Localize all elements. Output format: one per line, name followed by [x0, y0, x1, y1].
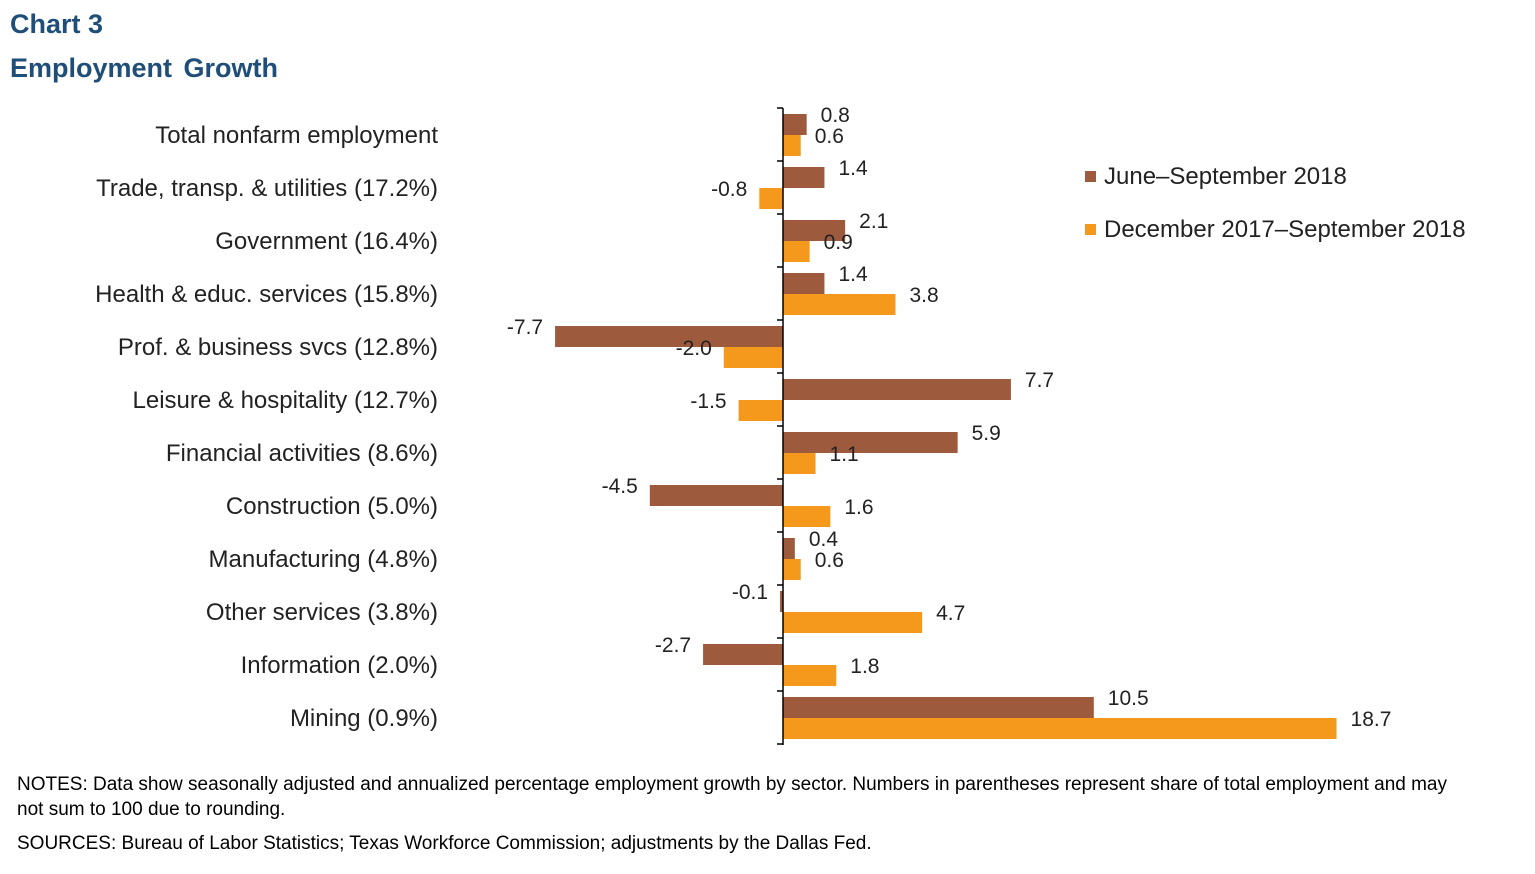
category-label: Total nonfarm employment — [155, 122, 438, 149]
data-label: -0.1 — [732, 581, 768, 604]
category-label: Prof. & business svcs (12.8%) — [118, 334, 438, 361]
bar-jun-sep-2018 — [783, 697, 1094, 718]
bar-jun-sep-2018 — [783, 167, 825, 188]
bar-jun-sep-2018 — [783, 273, 825, 294]
data-label: -1.5 — [690, 390, 726, 413]
axis-group — [777, 107, 784, 745]
bar-dec2017-sep2018 — [783, 665, 837, 686]
bar-dec2017-sep2018 — [783, 453, 816, 474]
data-labels-group: 0.80.61.4-0.82.10.91.43.8-7.7-2.07.7-1.5… — [507, 104, 1392, 731]
bar-dec2017-sep2018 — [783, 559, 801, 580]
legend-label-series-1: June–September 2018 — [1104, 163, 1347, 190]
category-labels-group: Total nonfarm employment Trade, transp. &… — [95, 122, 438, 732]
data-label: 0.8 — [821, 104, 850, 127]
data-label: -2.0 — [676, 337, 712, 360]
data-label: 1.8 — [850, 655, 879, 678]
data-label: 3.8 — [909, 284, 938, 307]
category-label: Trade, transp. & utilities (17.2%) — [96, 175, 438, 202]
category-label: Financial activities (8.6%) — [166, 440, 438, 467]
data-label: -7.7 — [507, 316, 543, 339]
category-label: Information (2.0%) — [241, 652, 438, 679]
bar-dec2017-sep2018 — [738, 400, 783, 421]
data-label: 7.7 — [1025, 369, 1054, 392]
bar-jun-sep-2018 — [783, 220, 846, 241]
bar-jun-sep-2018 — [780, 591, 783, 612]
bar-jun-sep-2018 — [783, 538, 795, 559]
bar-jun-sep-2018 — [783, 432, 958, 453]
data-label: 0.9 — [824, 231, 853, 254]
chart-notes: NOTES: Data show seasonally adjusted and… — [17, 774, 1448, 820]
bar-dec2017-sep2018 — [783, 135, 801, 156]
data-label: 2.1 — [859, 210, 888, 233]
category-label: Construction (5.0%) — [226, 493, 438, 520]
bar-dec2017-sep2018 — [723, 347, 783, 368]
bar-jun-sep-2018 — [783, 379, 1011, 400]
bar-jun-sep-2018 — [783, 114, 807, 135]
data-label: -0.8 — [711, 178, 747, 201]
legend-item-series-2: December 2017–September 2018 — [1085, 216, 1466, 244]
legend-label-series-2: December 2017–September 2018 — [1104, 216, 1466, 243]
chart-title: Employment Growth — [10, 53, 279, 83]
data-label: 1.4 — [838, 263, 868, 286]
bar-dec2017-sep2018 — [783, 506, 831, 527]
data-label: 1.6 — [844, 496, 873, 519]
data-label: -2.7 — [655, 634, 691, 657]
bar-dec2017-sep2018 — [783, 294, 896, 315]
data-label: -4.5 — [602, 475, 638, 498]
data-label: 4.7 — [936, 602, 965, 625]
category-label: Manufacturing (4.8%) — [209, 546, 438, 573]
category-label: Government (16.4%) — [215, 228, 438, 255]
legend-swatch-series-2 — [1085, 224, 1096, 235]
bar-dec2017-sep2018 — [783, 612, 923, 633]
category-label: Leisure & hospitality (12.7%) — [133, 387, 438, 414]
bar-dec2017-sep2018 — [783, 718, 1337, 739]
bar-dec2017-sep2018 — [783, 241, 810, 262]
data-label: 0.4 — [809, 528, 839, 551]
category-label: Other services (3.8%) — [206, 599, 438, 626]
legend-swatch-series-1 — [1085, 171, 1096, 182]
bar-jun-sep-2018 — [555, 326, 783, 347]
data-label: 10.5 — [1108, 687, 1149, 710]
chart-label: Chart 3 — [10, 9, 104, 39]
data-label: 0.6 — [815, 549, 844, 572]
category-label: Health & educ. services (15.8%) — [95, 281, 438, 308]
data-label: 0.6 — [815, 125, 844, 148]
data-label: 1.1 — [830, 443, 859, 466]
data-label: 18.7 — [1351, 708, 1392, 731]
bar-jun-sep-2018 — [703, 644, 783, 665]
bar-dec2017-sep2018 — [759, 188, 783, 209]
bar-jun-sep-2018 — [649, 485, 783, 506]
legend-item-series-1: June–September 2018 — [1085, 163, 1347, 191]
data-label: 5.9 — [972, 422, 1001, 445]
category-label: Mining (0.9%) — [290, 705, 438, 732]
data-label: 1.4 — [838, 157, 868, 180]
bars-group — [555, 114, 1337, 739]
chart-sources: SOURCES: Bureau of Labor Statistics; Tex… — [17, 833, 872, 854]
